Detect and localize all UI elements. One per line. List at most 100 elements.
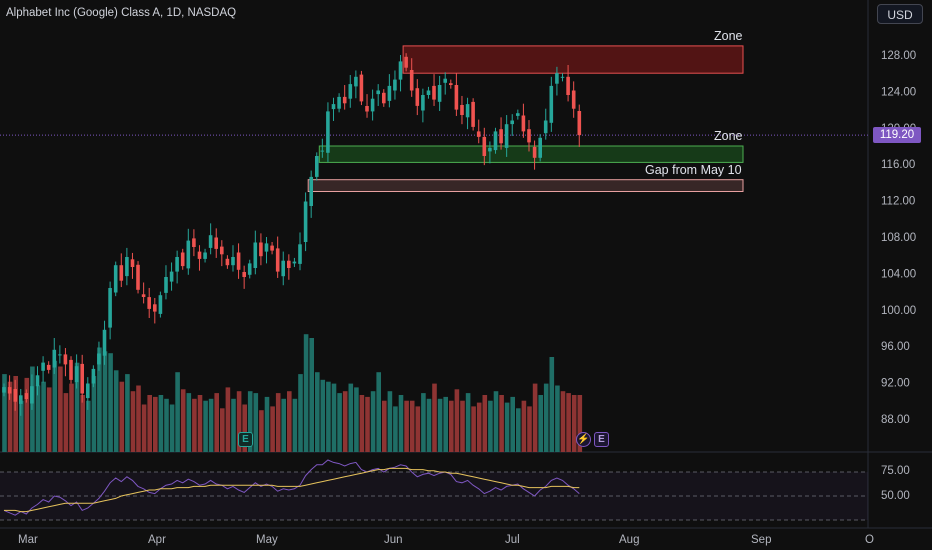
candle-body xyxy=(119,265,124,281)
volume-bar xyxy=(270,406,275,452)
current-price-badge: 119.20 xyxy=(873,127,921,143)
candle-body xyxy=(315,156,319,177)
volume-bar xyxy=(571,395,577,452)
candle-body xyxy=(437,85,442,102)
rsi-ma-line xyxy=(4,467,580,513)
volume-bar xyxy=(141,404,147,452)
currency-button[interactable]: USD xyxy=(877,4,923,24)
time-tick-label: Jun xyxy=(384,534,403,546)
candle-body xyxy=(566,76,570,95)
candle-body xyxy=(342,96,347,104)
candle-body xyxy=(488,147,492,152)
volume-bar xyxy=(130,391,136,452)
dividend-event-icon[interactable]: ⚡ xyxy=(576,432,591,447)
price-tick-label: 96.00 xyxy=(881,341,910,353)
candle-body xyxy=(560,76,565,78)
candle-body xyxy=(337,96,341,109)
rsi-tick-label: 75.00 xyxy=(881,465,910,477)
volume-bar xyxy=(2,374,7,452)
volume-bar xyxy=(69,383,74,452)
candle-body xyxy=(147,297,151,309)
volume-bar xyxy=(521,400,527,452)
candle-body xyxy=(348,84,353,99)
upcoming-earnings-icon[interactable]: E xyxy=(594,432,609,447)
volume-bar xyxy=(24,377,30,452)
volume-bar xyxy=(136,385,141,452)
candle-body xyxy=(393,79,397,91)
price-zone xyxy=(318,145,744,163)
candle-body xyxy=(175,257,179,272)
candle-body xyxy=(259,242,263,257)
candle-body xyxy=(460,105,464,115)
volume-bar xyxy=(365,396,370,452)
candle-body xyxy=(164,277,168,293)
volume-bar xyxy=(19,400,24,452)
candle-body xyxy=(409,70,414,91)
volume-bar xyxy=(393,406,398,452)
volume-bar xyxy=(532,383,538,452)
resistance-zone-label: Zone xyxy=(714,29,743,43)
volume-bar xyxy=(192,398,197,452)
price-tick-label: 116.00 xyxy=(881,159,915,171)
volume-bar xyxy=(359,395,365,452)
volume-bar xyxy=(354,387,359,452)
candle-body xyxy=(153,304,157,312)
candle-body xyxy=(7,387,12,394)
time-tick-label: Sep xyxy=(751,534,771,546)
candle-body xyxy=(404,56,408,68)
price-tick-label: 104.00 xyxy=(881,268,916,280)
candle-body xyxy=(52,349,57,368)
candle-body xyxy=(493,131,498,151)
candle-body xyxy=(370,98,375,112)
time-tick-label: May xyxy=(256,534,278,546)
volume-bar xyxy=(74,362,80,452)
candle-body xyxy=(482,136,487,156)
volume-bar xyxy=(259,410,264,452)
candle-body xyxy=(86,383,90,399)
price-zone xyxy=(402,45,744,74)
volume-bar xyxy=(337,393,342,452)
volume-bar xyxy=(214,393,219,452)
candle-body xyxy=(359,74,364,102)
price-tick-label: 124.00 xyxy=(881,86,916,98)
candle-body xyxy=(214,237,218,249)
support-zone-label: Zone xyxy=(714,129,743,143)
volume-bar xyxy=(303,334,309,452)
gap-zone-label: Gap from May 10 xyxy=(645,163,742,177)
volume-bar xyxy=(443,396,448,452)
volume-bar xyxy=(264,396,270,452)
candle-body xyxy=(253,242,258,268)
volume-bar xyxy=(370,391,376,452)
candle-body xyxy=(231,257,235,266)
candle-body xyxy=(41,362,45,371)
earnings-event-icon[interactable]: E xyxy=(238,432,253,447)
volume-bar xyxy=(566,393,571,452)
volume-bar xyxy=(225,387,231,452)
volume-bar xyxy=(41,381,46,452)
time-tick-label: Aug xyxy=(619,534,639,546)
candle-body xyxy=(504,124,509,148)
candle-body xyxy=(30,386,34,404)
volume-bar xyxy=(247,391,253,452)
volume-bar xyxy=(125,374,130,452)
candle-body xyxy=(287,260,291,268)
candle-body xyxy=(382,92,386,104)
candle-body xyxy=(125,257,129,277)
volume-bar xyxy=(231,398,236,452)
volume-bar xyxy=(331,383,337,452)
candle-body xyxy=(130,259,135,267)
volume-bar xyxy=(197,395,203,452)
volume-bar xyxy=(58,366,63,452)
volume-bar xyxy=(493,391,499,452)
volume-bar xyxy=(527,406,532,452)
candle-body xyxy=(46,364,51,370)
candle-body xyxy=(264,243,269,252)
candle-body xyxy=(331,104,336,110)
candle-body xyxy=(74,366,79,383)
candle-body xyxy=(471,101,475,127)
candle-body xyxy=(398,61,403,80)
volume-bar xyxy=(499,395,504,452)
volume-bar xyxy=(476,402,482,452)
volume-bar xyxy=(208,398,214,452)
